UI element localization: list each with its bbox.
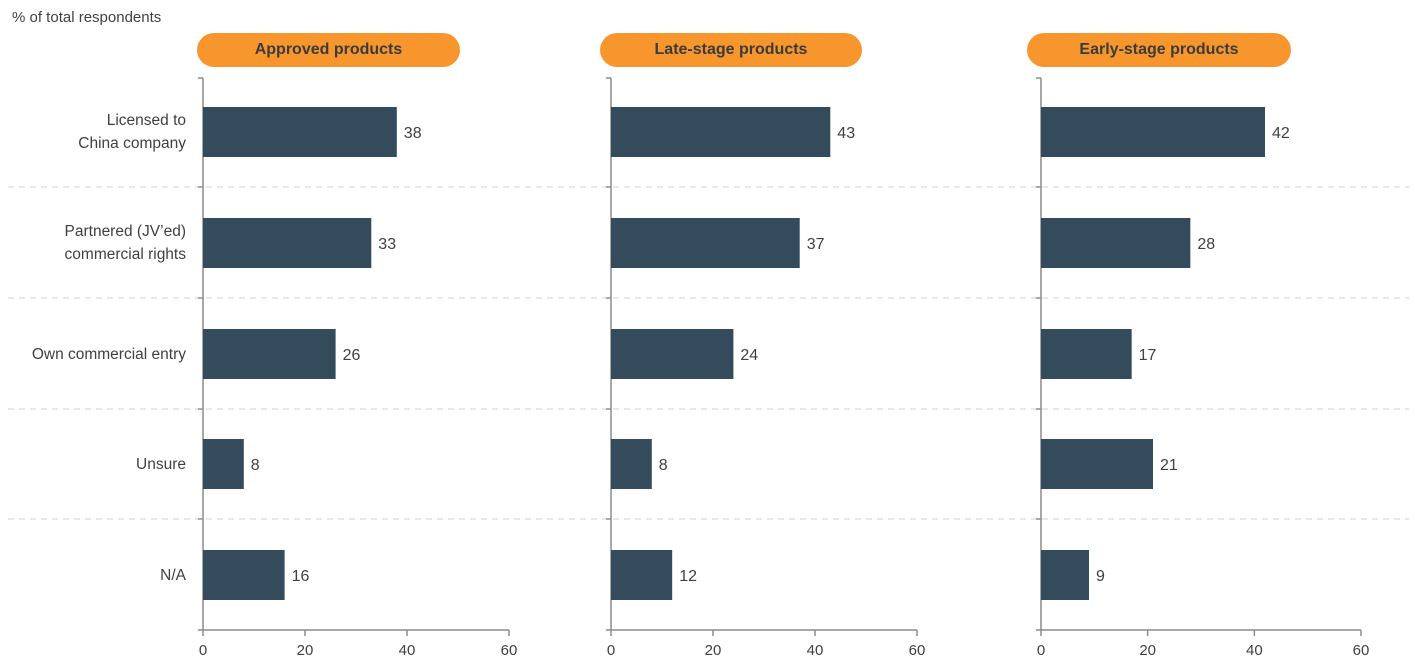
- data-label: 8: [251, 457, 260, 474]
- category-label-line: Unsure: [136, 455, 186, 473]
- data-label: 28: [1197, 236, 1215, 253]
- data-label: 8: [659, 457, 668, 474]
- bar-2-1: [611, 107, 831, 157]
- x-tick-label: 60: [501, 642, 518, 659]
- data-label: 37: [807, 236, 825, 253]
- x-tick-label: 20: [297, 642, 314, 659]
- category-label-line: commercial rights: [64, 246, 186, 263]
- category-label-line: Own commercial entry: [31, 345, 186, 363]
- category-label-line: Partnered (JV’ed): [64, 223, 186, 240]
- panel-title-1: Approved products: [197, 33, 460, 67]
- x-tick-label: 40: [1246, 642, 1263, 659]
- category-label-line: China company: [78, 135, 186, 152]
- x-tick-label: 20: [705, 642, 722, 659]
- bar-2-5: [611, 550, 673, 600]
- bar-1-1: [203, 107, 397, 157]
- category-label-line: Licensed to: [106, 112, 186, 129]
- bar-2-3: [611, 329, 734, 379]
- x-tick-label: 40: [807, 642, 824, 659]
- panel-title-2: Late-stage products: [600, 33, 862, 67]
- category-label: N/A: [0, 564, 186, 587]
- x-tick-label: 60: [1353, 642, 1370, 659]
- x-tick-label: 0: [1037, 642, 1045, 659]
- data-label: 43: [837, 125, 855, 142]
- data-label: 42: [1272, 125, 1290, 142]
- bar-2-2: [611, 218, 800, 268]
- data-label: 33: [378, 236, 396, 253]
- data-label: 26: [343, 347, 361, 364]
- x-tick-label: 60: [909, 642, 926, 659]
- data-label: 21: [1160, 457, 1178, 474]
- bar-3-3: [1041, 329, 1132, 379]
- x-tick-label: 0: [199, 642, 207, 659]
- category-label: Partnered (JV’ed) commercial rights: [0, 220, 186, 266]
- data-label: 16: [292, 568, 310, 585]
- data-label: 24: [740, 347, 758, 364]
- bar-1-5: [203, 550, 285, 600]
- category-label: Licensed to China company: [0, 109, 186, 155]
- data-label: 17: [1139, 347, 1157, 364]
- category-label-line: N/A: [160, 566, 186, 584]
- data-label: 12: [679, 568, 697, 585]
- bar-3-1: [1041, 107, 1265, 157]
- bar-1-4: [203, 439, 244, 489]
- bar-2-4: [611, 439, 652, 489]
- data-label: 38: [404, 125, 422, 142]
- bar-3-4: [1041, 439, 1153, 489]
- x-tick-label: 0: [607, 642, 615, 659]
- panel-title-3: Early-stage products: [1027, 33, 1291, 67]
- x-tick-label: 20: [1139, 642, 1156, 659]
- bar-3-2: [1041, 218, 1191, 268]
- category-label: Unsure: [0, 453, 186, 476]
- category-label: Own commercial entry: [0, 343, 186, 366]
- data-label: 9: [1096, 568, 1105, 585]
- bar-1-2: [203, 218, 372, 268]
- bar-3-5: [1041, 550, 1089, 600]
- y-axis-title: % of total respondents: [12, 9, 162, 26]
- bar-1-3: [203, 329, 336, 379]
- x-tick-label: 40: [399, 642, 416, 659]
